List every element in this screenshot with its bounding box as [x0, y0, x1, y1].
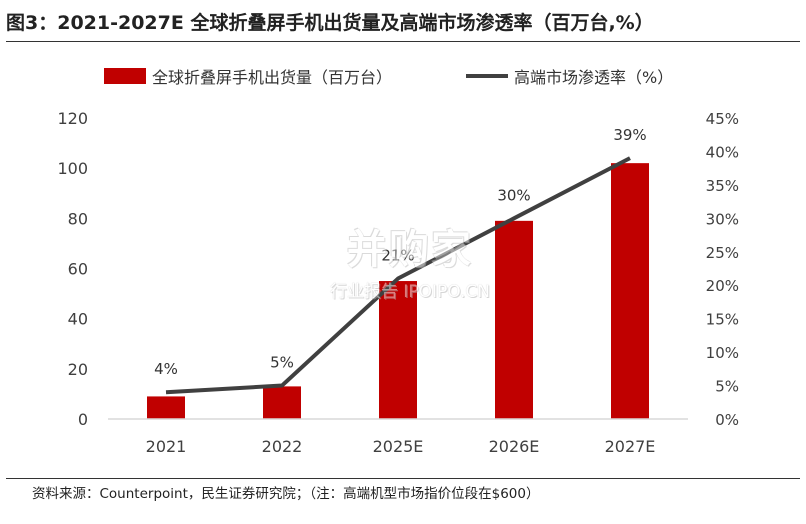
bar-2027e [611, 163, 649, 419]
line-data-label: 39% [613, 126, 646, 144]
left-tick-label: 60 [68, 260, 88, 279]
legend-item-penetration: 高端市场渗透率（%） [466, 62, 673, 90]
left-axis-ticks: 0 20 40 60 80 100 120 [57, 109, 88, 429]
bar-2025e [379, 281, 417, 419]
bar-2022 [263, 386, 301, 419]
category-label: 2022 [262, 437, 303, 456]
legend-label-shipments: 全球折叠屏手机出货量（百万台） [152, 68, 393, 87]
line-data-label: 4% [154, 360, 178, 378]
left-tick-label: 80 [68, 209, 88, 228]
legend-swatch-line [466, 74, 508, 78]
category-label: 2027E [605, 437, 656, 456]
left-tick-label: 40 [68, 310, 88, 329]
left-tick-label: 100 [57, 159, 88, 178]
right-tick-label: 40% [706, 143, 739, 161]
legend-swatch-bar [104, 68, 146, 84]
line-data-label: 30% [497, 186, 530, 204]
right-axis-ticks: 0% 5% 10% 15% 20% 25% 30% 35% 40% 45% [706, 110, 739, 429]
left-tick-label: 120 [57, 109, 88, 128]
left-tick-label: 20 [68, 360, 88, 379]
source-note: 资料来源：Counterpoint，民生证券研究院；（注：高端机型市场指价位段在… [32, 486, 540, 502]
category-label: 2026E [489, 437, 540, 456]
chart-legend: 全球折叠屏手机出货量（百万台） 高端市场渗透率（%） [0, 62, 806, 90]
right-tick-label: 30% [706, 210, 739, 228]
right-tick-label: 15% [706, 311, 739, 329]
bar-series [147, 163, 649, 419]
title-divider [6, 41, 800, 42]
category-label: 2025E [373, 437, 424, 456]
right-tick-label: 5% [715, 378, 739, 396]
category-label: 2021 [146, 437, 187, 456]
right-tick-label: 25% [706, 244, 739, 262]
page-title: 图3：2021-2027E 全球折叠屏手机出货量及高端市场渗透率（百万台,%） [6, 12, 654, 34]
line-data-label: 5% [270, 354, 294, 372]
right-tick-label: 10% [706, 344, 739, 362]
right-tick-label: 45% [706, 110, 739, 128]
right-tick-label: 0% [715, 411, 739, 429]
line-data-label: 21% [381, 247, 414, 265]
category-labels: 2021 2022 2025E 2026E 2027E [146, 437, 656, 456]
right-tick-label: 20% [706, 277, 739, 295]
line-data-labels: 4% 5% 21% 30% 39% [154, 126, 647, 378]
footer-divider [6, 478, 800, 479]
legend-label-penetration: 高端市场渗透率（%） [514, 68, 674, 87]
legend-item-shipments: 全球折叠屏手机出货量（百万台） [104, 62, 392, 90]
left-tick-label: 0 [78, 410, 88, 429]
bar-2021 [147, 396, 185, 419]
bar-2026e [495, 220, 533, 419]
right-tick-label: 35% [706, 177, 739, 195]
penetration-line [165, 156, 631, 395]
